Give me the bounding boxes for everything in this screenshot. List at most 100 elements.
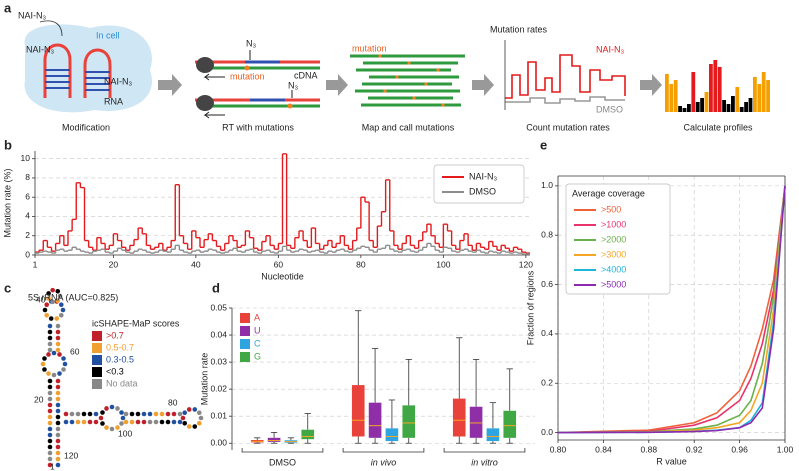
nucleotide [55,414,61,420]
group-bracket [241,448,324,453]
box [385,428,399,442]
mutation [378,54,382,58]
nucleotide [87,419,93,425]
label: cDNA [294,70,318,80]
nucleotide [55,402,61,408]
nucleotide [55,420,61,426]
legend-swatch [240,339,250,349]
reads [350,54,465,107]
nucleotide [55,335,61,341]
nucleotide [198,415,204,421]
nucleotide [159,419,165,425]
nucleotide [47,402,53,408]
box [267,437,281,442]
panel-label: b [4,137,12,152]
label: Mutation rates [490,24,548,34]
nucleotide [115,406,120,411]
nucleotide [47,432,53,438]
nucleotide [55,408,61,414]
nucleotide [171,411,177,417]
legend-label: NAI-N₃ [469,171,497,181]
legend-label: >0.7 [106,330,124,340]
x-tick-label: 1 [33,259,38,269]
nucleotide [87,411,93,417]
nucleotide [47,444,53,450]
rna-structure [40,287,204,468]
nucleotide [42,356,47,361]
profile-bar [731,96,735,112]
nucleotide [55,329,61,335]
nucleotide [55,444,61,450]
nucleotide [147,419,153,425]
nucleotide [58,312,64,318]
legend-swatch [92,379,102,389]
legend-label: >2000 [601,234,626,244]
nucleotide [75,419,81,425]
legend-box [433,164,525,204]
nucleotide [47,438,53,444]
step-label: RT with mutations [222,122,294,132]
nucleotide [47,335,53,341]
nucleotide [75,411,81,417]
nucleotide [98,415,104,421]
nucleotide [47,396,53,402]
mutation [441,103,445,107]
position-label: 20 [34,394,44,404]
nucleotide [47,420,53,426]
nucleotide [135,419,141,425]
x-tick-label: 20 [109,259,119,269]
nucleotide [46,371,51,376]
profile-bars [665,60,770,112]
legend-label: 0.3-0.5 [106,354,134,364]
x-tick-label: in vitro [471,457,498,467]
label: N₃ [288,80,298,90]
legend-swatch [240,326,250,336]
panel-label: c [4,280,11,295]
legend-title: icSHAPE-MaP scores [92,318,180,328]
nucleotide [47,462,53,468]
nucleotide [51,372,57,378]
nucleotide [63,419,69,425]
profile-bar [761,72,766,112]
nucleotide [129,419,135,425]
step-label: Count mutation rates [526,122,610,132]
legend-label: A [254,312,260,322]
nucleotide [69,411,75,417]
legend-label: U [254,325,261,335]
y-tick-label: 0.00 [210,437,227,447]
nucleotide [123,411,129,417]
profile-bar [713,60,718,112]
nucleotide [55,341,61,347]
x-tick-label: 0.80 [550,444,567,454]
box [351,385,365,437]
nucleotide [47,414,53,420]
profile-bar [753,77,757,112]
nucleotide [182,420,188,426]
legend-label: <0.3 [106,366,124,376]
legend-label: DMSO [469,186,496,196]
nucleotide [46,296,51,301]
nucleotide [109,404,115,410]
nucleotide [177,411,183,417]
legend-label: >3000 [601,249,626,259]
nucleotide [55,384,61,390]
nucleotide [40,361,46,367]
nucleotide [61,356,66,361]
y-tick-label: 0.8 [541,229,553,239]
box [486,428,500,442]
nucleotide [55,298,61,303]
panel-label: d [212,280,220,295]
rna-hairpin [83,48,112,98]
x-tick-label: 80 [356,259,366,269]
nucleotide [153,411,159,417]
rate-sketch [505,96,625,104]
nucleotide [55,450,61,456]
y-tick-label: 0.01 [210,410,227,420]
nucleotide [51,350,57,356]
nucleotide [58,302,64,308]
nucleotide [47,341,53,347]
legend-box [565,183,671,295]
step-label: Modification [62,122,110,132]
profile-bar [757,84,762,112]
nucleotide [47,384,53,390]
